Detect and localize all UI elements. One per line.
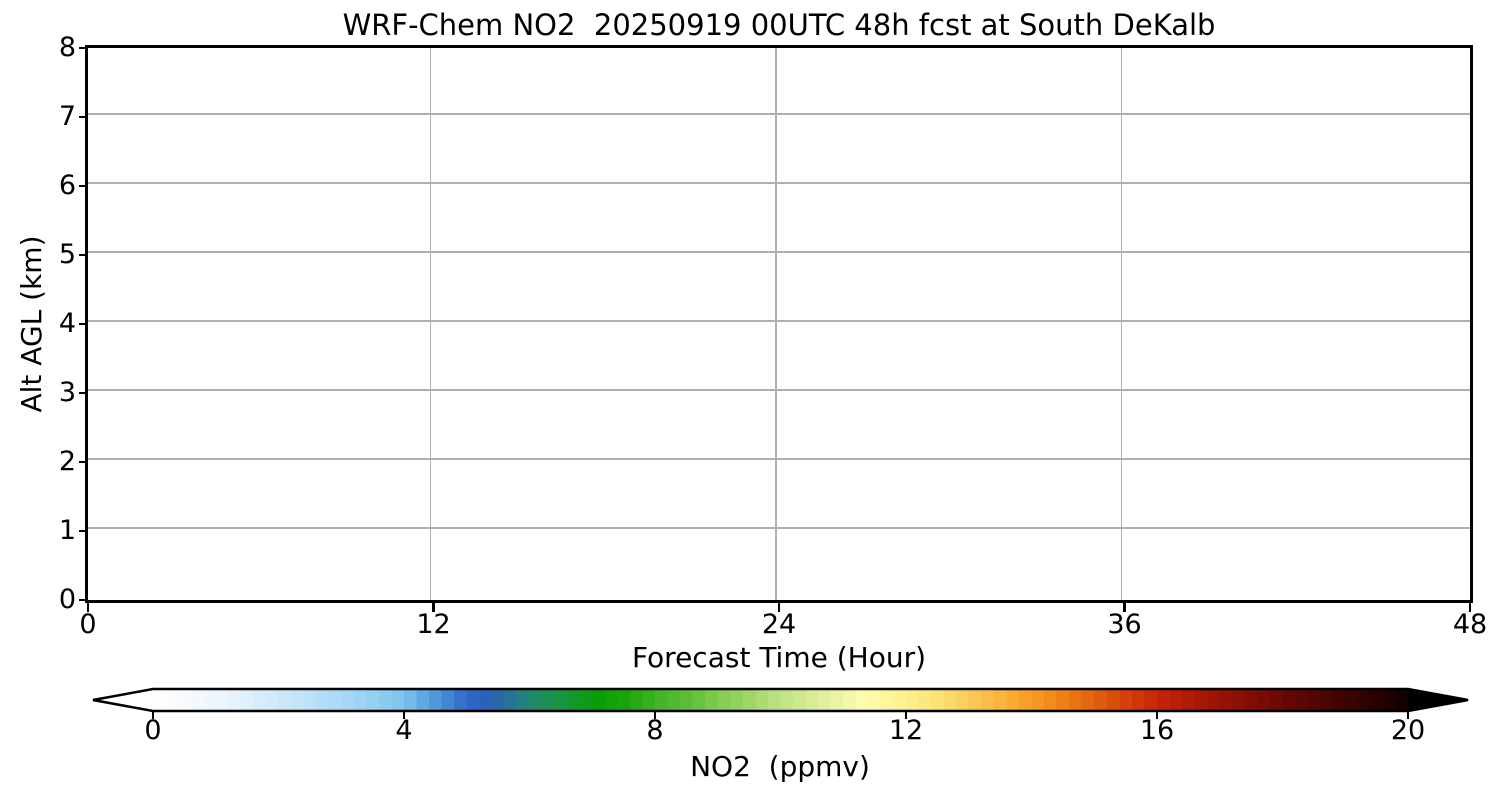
x-tick-label: 36	[1107, 609, 1142, 640]
y-tick-label: 7	[58, 101, 76, 132]
colorbar-tick-mark	[653, 712, 657, 719]
colorbar-tick-label: 20	[1390, 715, 1426, 746]
colorbar-tick-label: 12	[888, 715, 924, 746]
colorbar-tick-mark	[904, 712, 908, 719]
colorbar-tick-mark	[1155, 712, 1159, 719]
chart-title: WRF-Chem NO2 20250919 00UTC 48h fcst at …	[342, 8, 1216, 42]
gridline-vertical	[775, 48, 777, 600]
x-tick-mark	[777, 603, 781, 612]
x-tick-label: 0	[79, 609, 97, 640]
colorbar-tick-mark	[151, 712, 155, 719]
plot-area	[85, 45, 1473, 603]
gridline-horizontal	[88, 320, 1470, 322]
gridline-horizontal	[88, 389, 1470, 391]
y-tick-label: 1	[58, 515, 76, 546]
colorbar-tick-label: 8	[646, 715, 664, 746]
y-tick-mark	[79, 253, 88, 257]
y-tick-mark	[79, 460, 88, 464]
y-tick-mark	[79, 184, 88, 188]
colorbar-tick-label: 0	[144, 715, 162, 746]
y-tick-mark	[79, 115, 88, 119]
colorbar-gradient	[153, 689, 1408, 711]
y-tick-label: 6	[58, 170, 76, 201]
x-tick-label: 12	[416, 609, 451, 640]
gridline-horizontal	[88, 251, 1470, 253]
y-tick-label: 0	[58, 584, 76, 615]
gridline-vertical	[429, 48, 432, 600]
y-tick-label: 3	[58, 377, 76, 408]
gridline-vertical	[1120, 48, 1123, 600]
y-tick-mark	[79, 598, 88, 602]
y-tick-mark	[79, 322, 88, 326]
colorbar-outline	[92, 687, 1469, 713]
gridline-horizontal	[88, 527, 1470, 529]
colorbar-tick-mark	[1406, 712, 1410, 719]
colorbar-tick-label: 16	[1139, 715, 1175, 746]
x-tick-mark	[1123, 603, 1126, 612]
gridline-horizontal	[88, 182, 1470, 184]
x-tick-mark	[1468, 603, 1472, 612]
gridline-horizontal	[88, 458, 1470, 460]
x-tick-mark	[86, 603, 90, 612]
y-tick-label: 2	[58, 446, 76, 477]
y-tick-label: 5	[58, 239, 76, 270]
y-tick-mark	[79, 529, 88, 533]
x-tick-label: 24	[761, 609, 797, 640]
y-tick-label: 4	[58, 308, 76, 339]
x-axis-label: Forecast Time (Hour)	[631, 641, 927, 674]
y-tick-label: 8	[58, 32, 76, 63]
colorbar-tick-mark	[402, 712, 406, 719]
colorbar-border	[92, 687, 1469, 713]
x-tick-mark	[432, 603, 435, 612]
y-tick-mark	[79, 391, 88, 395]
colorbar-right-arrow	[1408, 689, 1468, 711]
x-tick-label: 48	[1452, 609, 1488, 640]
gridline-horizontal	[88, 113, 1470, 115]
y-tick-mark	[79, 46, 88, 50]
colorbar-left-arrow	[93, 689, 153, 711]
colorbar-tick-label: 4	[395, 715, 413, 746]
colorbar-label: NO2 (ppmv)	[690, 750, 870, 783]
